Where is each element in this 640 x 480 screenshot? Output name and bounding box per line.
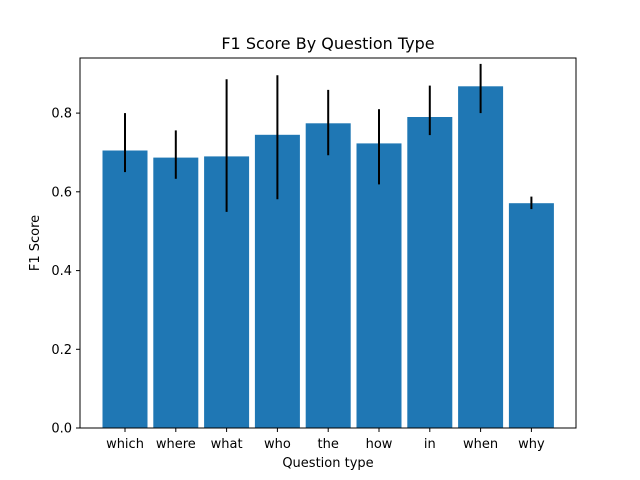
x-tick-label: in bbox=[424, 437, 436, 452]
x-tick-label: who bbox=[264, 437, 291, 452]
plot-area: 0.0 0.2 0.4 0.6 0.8 which where what who the how i… bbox=[51, 57, 577, 452]
y-tick-label: 0.6 bbox=[51, 185, 72, 200]
y-axis-label: F1 Score bbox=[28, 215, 43, 271]
chart-title: F1 Score By Question Type bbox=[221, 34, 434, 53]
bar-where bbox=[153, 157, 199, 428]
bars-group bbox=[102, 86, 554, 429]
x-tick-label: when bbox=[463, 437, 498, 452]
bar-the bbox=[305, 123, 351, 429]
x-axis-label: Question type bbox=[282, 456, 373, 471]
x-tick-label: which bbox=[106, 437, 144, 452]
x-axis-ticks: which where what who the how in when why bbox=[106, 428, 545, 452]
x-tick-label: how bbox=[366, 437, 393, 452]
bar-in bbox=[407, 117, 453, 428]
x-tick-label: why bbox=[518, 437, 545, 452]
y-tick-label: 0.4 bbox=[51, 264, 72, 279]
error-bars-group bbox=[124, 63, 533, 212]
bar-how bbox=[356, 143, 402, 428]
x-tick-label: what bbox=[211, 437, 243, 452]
y-tick-label: 0.8 bbox=[51, 107, 72, 122]
bar-when bbox=[458, 86, 504, 429]
bar-which bbox=[102, 150, 148, 428]
x-tick-label: the bbox=[318, 437, 339, 452]
y-tick-label: 0.0 bbox=[51, 422, 72, 437]
bar-why bbox=[508, 203, 554, 428]
x-tick-label: where bbox=[156, 437, 196, 452]
y-axis-ticks: 0.0 0.2 0.4 0.6 0.8 bbox=[51, 107, 80, 437]
y-tick-label: 0.2 bbox=[51, 343, 72, 358]
